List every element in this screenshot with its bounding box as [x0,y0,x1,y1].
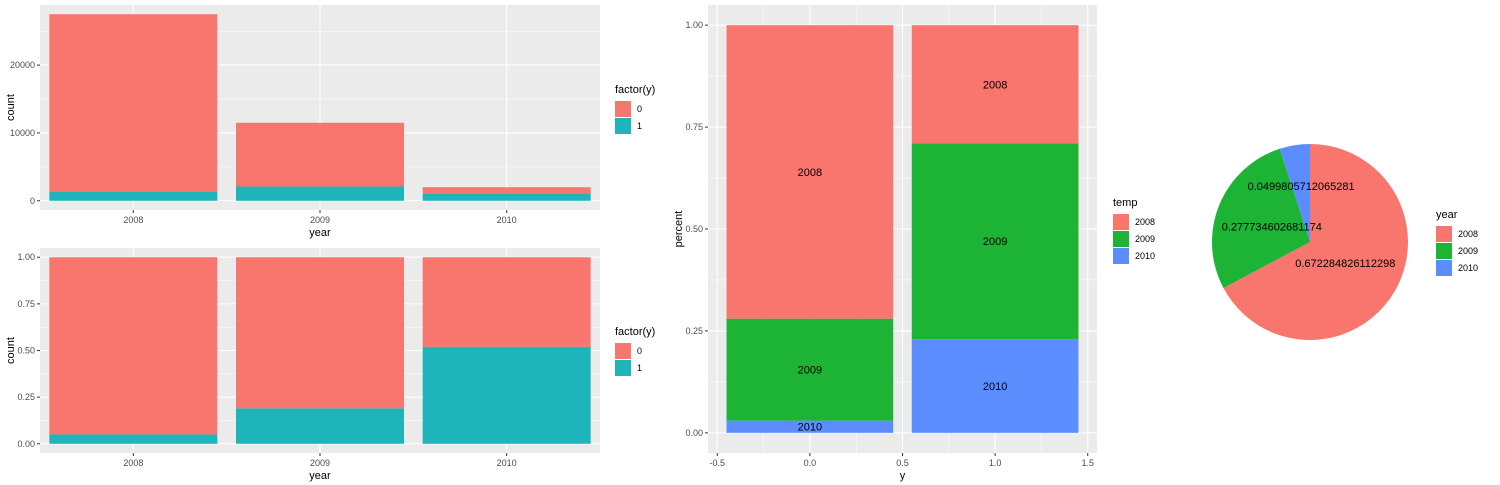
pie-slice-2009 [1211,148,1310,288]
y-tick-label: 0.25 [685,326,703,336]
y-tick-label: 0.75 [17,299,35,309]
legend-title: factor(y) [615,326,655,338]
legend-label-2010: 2010 [1135,251,1155,261]
top_left-legend: factor(y) 0 1 [615,84,655,134]
bar-label-0-2010: 2010 [798,422,822,434]
bar-label-0-2009: 2009 [798,365,822,377]
y-tick-label: 0.00 [685,428,703,438]
bar-2010-1 [422,346,591,444]
x-tick-label: 0.0 [804,458,817,468]
legend-label-0: 0 [637,104,642,114]
x-tick-label: 1.5 [1081,458,1094,468]
legend-swatch-2010 [1113,248,1129,264]
bar-2010-0 [422,187,591,194]
y-tick-label: 20000 [10,60,35,70]
top_left-chart: 0 10000 20000 2008 2009 2010 year count [5,5,600,239]
legend-label-0: 0 [637,346,642,356]
bar-2008-1 [49,434,218,444]
bar-2009-0 [236,257,404,409]
x-tick-label: 1.0 [989,458,1002,468]
pie-label-2010: 0.0499805712065281 [1248,181,1355,193]
y-tick-label: 0.25 [17,392,35,402]
bar-1-2010 [911,339,1079,433]
bar-0-2008 [726,25,894,319]
bar-0-2009 [726,318,894,421]
legend-swatch-2009 [1436,243,1452,259]
bar-2010-0 [422,257,591,347]
y-tick-label: 0.75 [685,122,703,132]
bar-2009-1 [236,408,404,444]
legend-title: factor(y) [615,84,655,96]
legend-swatch-2008 [1436,226,1452,242]
y-tick-label: 0 [30,196,35,206]
middle-legend: temp 2008 2009 2010 [1113,197,1155,264]
y-tick-label: 1.00 [17,252,35,262]
bottom_left-chart: 0.00 0.25 0.50 0.75 1.00 2008 2009 2010 year coun… [5,248,600,482]
legend-swatch-0 [615,101,631,117]
legend-title: temp [1113,197,1137,209]
bar-label-1-2009: 2009 [983,236,1007,248]
x-axis-title: y [900,470,906,482]
legend-label-2008: 2008 [1458,229,1478,239]
bar-2008-0 [49,257,218,435]
y-axis-title: count [5,337,17,364]
bar-label-1-2008: 2008 [983,79,1007,91]
bar-label-1-2010: 2010 [983,381,1007,393]
bar-1-2009 [911,143,1079,340]
legend-swatch-0 [615,343,631,359]
y-tick-label: 0.50 [17,346,35,356]
bar-2010-1 [422,193,591,201]
legend-label-2009: 2009 [1458,246,1478,256]
bar-2008-1 [49,191,218,201]
legend-label-2010: 2010 [1458,263,1478,273]
bar-0-2010 [726,420,894,433]
y-axis-title: count [5,94,17,121]
legend-label-1: 1 [637,121,642,131]
y-tick-label: 1.00 [685,20,703,30]
legend-swatch-1 [615,118,631,134]
x-tick-label: 0.5 [896,458,909,468]
pie-slice-2010 [1279,144,1310,242]
bar-2009-1 [236,186,404,201]
pie-slice-2008 [1223,144,1408,341]
middle-chart: 0.00 0.25 0.50 0.75 1.00 -0.5 0.0 0.5 1.0 1.5 2010… [673,5,1097,482]
bar-2009-0 [236,122,404,187]
pie-chart: 0.672284826112298 0.277734602681174 0.0499… [1211,144,1408,341]
y-tick-label: 0.50 [685,224,703,234]
legend-swatch-1 [615,360,631,376]
x-axis-title: year [309,227,331,239]
x-tick-label-2009: 2009 [310,458,330,468]
legend-label-2009: 2009 [1135,234,1155,244]
bar-label-0-2008: 2008 [798,167,822,179]
pie-label-2008: 0.672284826112298 [1295,258,1395,270]
x-tick-label-2008: 2008 [123,458,143,468]
x-tick-label-2008: 2008 [123,215,143,225]
bottom_left-legend: factor(y) 0 1 [615,326,655,376]
bar-1-2008 [911,25,1079,144]
pie-label-2009: 0.277734602681174 [1222,222,1322,234]
legend-label-1: 1 [637,363,642,373]
legend-swatch-2010 [1436,260,1452,276]
x-tick-label: -0.5 [710,458,726,468]
y-tick-label: 0.00 [17,439,35,449]
y-tick-label: 10000 [10,128,35,138]
x-tick-label-2010: 2010 [497,215,517,225]
legend-swatch-2009 [1113,231,1129,247]
legend-title: year [1436,209,1458,221]
bar-2008-0 [49,14,218,192]
legend-swatch-2008 [1113,214,1129,230]
y-axis-title: percent [673,211,685,248]
x-tick-label-2009: 2009 [310,215,330,225]
x-tick-label-2010: 2010 [497,458,517,468]
x-axis-title: year [309,470,331,482]
legend-label-2008: 2008 [1135,217,1155,227]
